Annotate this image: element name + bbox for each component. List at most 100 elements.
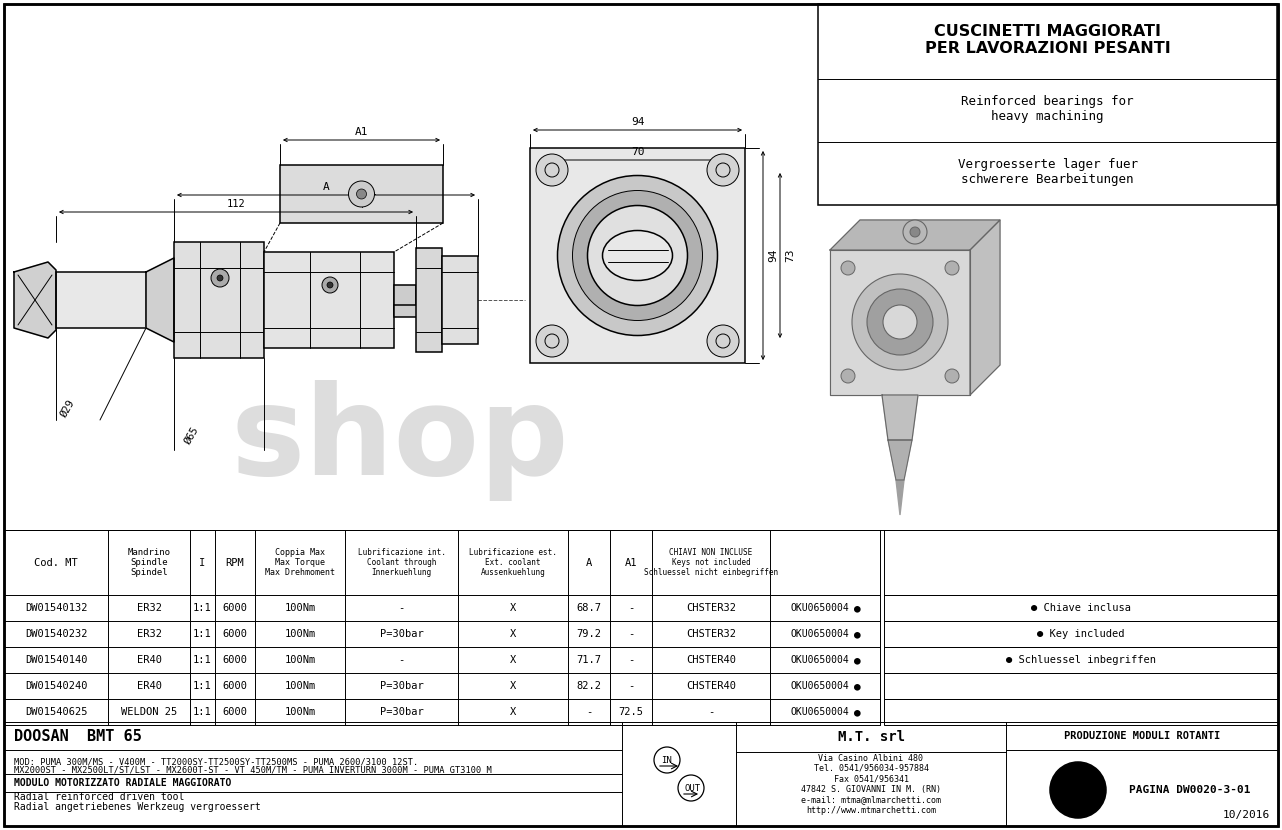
Circle shape — [212, 269, 229, 287]
Text: CHSTER40: CHSTER40 — [686, 655, 736, 665]
Text: X: X — [510, 603, 517, 613]
Text: A1: A1 — [624, 558, 637, 568]
Text: X: X — [510, 629, 517, 639]
Text: 73: 73 — [785, 249, 795, 262]
Text: 100Nm: 100Nm — [285, 707, 315, 717]
Circle shape — [558, 175, 718, 335]
Text: Radial reinforced driven tool: Radial reinforced driven tool — [14, 792, 185, 802]
Circle shape — [903, 220, 927, 244]
Text: MT: MT — [1063, 781, 1094, 799]
Text: 6000: 6000 — [223, 655, 247, 665]
Text: P=30bar: P=30bar — [379, 707, 423, 717]
Circle shape — [945, 261, 959, 275]
Circle shape — [706, 325, 738, 357]
Text: Via Casino Albini 480
Tel. 0541/956034-957884
Fax 0541/956341
47842 S. GIOVANNI : Via Casino Albini 480 Tel. 0541/956034-9… — [801, 754, 941, 814]
Text: CHSTER32: CHSTER32 — [686, 603, 736, 613]
Text: DOOSAN  BMT 65: DOOSAN BMT 65 — [14, 729, 142, 744]
Text: I: I — [200, 558, 205, 568]
Text: A: A — [586, 558, 592, 568]
Text: -: - — [399, 603, 405, 613]
Text: -: - — [708, 707, 714, 717]
Bar — [394, 305, 432, 317]
Circle shape — [841, 261, 855, 275]
Circle shape — [217, 275, 223, 281]
Circle shape — [587, 206, 687, 305]
Text: 6000: 6000 — [223, 629, 247, 639]
Text: Ø65: Ø65 — [183, 424, 201, 446]
Text: PAGINA DW0020-3-01: PAGINA DW0020-3-01 — [1129, 785, 1251, 795]
Text: ●: ● — [854, 629, 860, 639]
Text: X: X — [510, 681, 517, 691]
Text: Coppia Max
Max Torque
Max Drehmoment: Coppia Max Max Torque Max Drehmoment — [265, 548, 335, 578]
Text: MX2000ST - MX2500LT/ST/LST - MX2600T-ST - VT 450M/TM - PUMA INVERTURN 3000M - PU: MX2000ST - MX2500LT/ST/LST - MX2600T-ST … — [14, 765, 492, 774]
Text: Reinforced bearings for
heavy machining: Reinforced bearings for heavy machining — [962, 95, 1133, 123]
Text: A1: A1 — [355, 127, 368, 137]
Polygon shape — [14, 262, 56, 338]
Text: 94: 94 — [768, 249, 778, 262]
Text: CUSCINETTI MAGGIORATI
PER LAVORAZIONI PESANTI: CUSCINETTI MAGGIORATI PER LAVORAZIONI PE… — [924, 24, 1170, 56]
Text: RPM: RPM — [226, 558, 245, 568]
Text: 100Nm: 100Nm — [285, 603, 315, 613]
Polygon shape — [970, 220, 1000, 395]
Text: Cod. MT: Cod. MT — [35, 558, 78, 568]
Text: -: - — [628, 603, 635, 613]
Bar — [885, 699, 1278, 725]
Circle shape — [945, 369, 959, 383]
Text: ● Key included: ● Key included — [1037, 629, 1124, 639]
Bar — [279, 165, 444, 223]
Text: 100Nm: 100Nm — [285, 629, 315, 639]
Text: OKU0650004: OKU0650004 — [791, 655, 850, 665]
Text: P=30bar: P=30bar — [379, 629, 423, 639]
Text: 82.2: 82.2 — [577, 681, 601, 691]
Text: 1:1: 1:1 — [194, 629, 212, 639]
Text: 112: 112 — [227, 199, 245, 209]
Text: Ø29: Ø29 — [59, 398, 77, 418]
Text: DW01540140: DW01540140 — [24, 655, 87, 665]
Text: -: - — [586, 707, 592, 717]
Circle shape — [573, 191, 703, 320]
Circle shape — [536, 154, 568, 186]
Text: ●: ● — [854, 681, 860, 691]
Text: CHSTER32: CHSTER32 — [686, 629, 736, 639]
Circle shape — [853, 274, 947, 370]
Text: CHSTER40: CHSTER40 — [686, 681, 736, 691]
Circle shape — [706, 154, 738, 186]
Text: Lubrificazione est.
Ext. coolant
Aussenkuehlung: Lubrificazione est. Ext. coolant Aussenk… — [469, 548, 556, 578]
Bar — [529, 148, 745, 363]
Text: 100Nm: 100Nm — [285, 655, 315, 665]
Text: OKU0650004: OKU0650004 — [791, 681, 850, 691]
Text: P=30bar: P=30bar — [379, 681, 423, 691]
Bar — [415, 248, 442, 352]
Text: DW01540232: DW01540232 — [24, 629, 87, 639]
Text: 1:1: 1:1 — [194, 655, 212, 665]
Text: -: - — [628, 655, 635, 665]
Text: X: X — [510, 655, 517, 665]
Circle shape — [883, 305, 917, 339]
Polygon shape — [829, 250, 970, 395]
Text: OKU0650004: OKU0650004 — [791, 629, 850, 639]
Text: ● Schluessel inbegriffen: ● Schluessel inbegriffen — [1006, 655, 1156, 665]
Text: ER32: ER32 — [136, 603, 162, 613]
Ellipse shape — [603, 231, 673, 281]
Text: -: - — [399, 655, 405, 665]
Bar — [885, 595, 1278, 621]
Text: ER40: ER40 — [136, 681, 162, 691]
Text: A: A — [323, 182, 329, 192]
Polygon shape — [896, 480, 904, 515]
Bar — [264, 252, 394, 348]
Text: PRODUZIONE MODULI ROTANTI: PRODUZIONE MODULI ROTANTI — [1064, 731, 1220, 741]
Text: 1:1: 1:1 — [194, 707, 212, 717]
Polygon shape — [146, 258, 174, 342]
Text: 79.2: 79.2 — [577, 629, 601, 639]
Circle shape — [349, 181, 374, 207]
Text: -: - — [628, 681, 635, 691]
Polygon shape — [882, 395, 918, 440]
Text: 6000: 6000 — [223, 603, 247, 613]
Polygon shape — [888, 440, 912, 480]
Text: M.T. srl: M.T. srl — [837, 730, 905, 744]
Text: 71.7: 71.7 — [577, 655, 601, 665]
Text: MODULO MOTORIZZATO RADIALE MAGGIORATO: MODULO MOTORIZZATO RADIALE MAGGIORATO — [14, 778, 231, 788]
Text: DW01540625: DW01540625 — [24, 707, 87, 717]
Text: 1:1: 1:1 — [194, 603, 212, 613]
Text: 6000: 6000 — [223, 681, 247, 691]
